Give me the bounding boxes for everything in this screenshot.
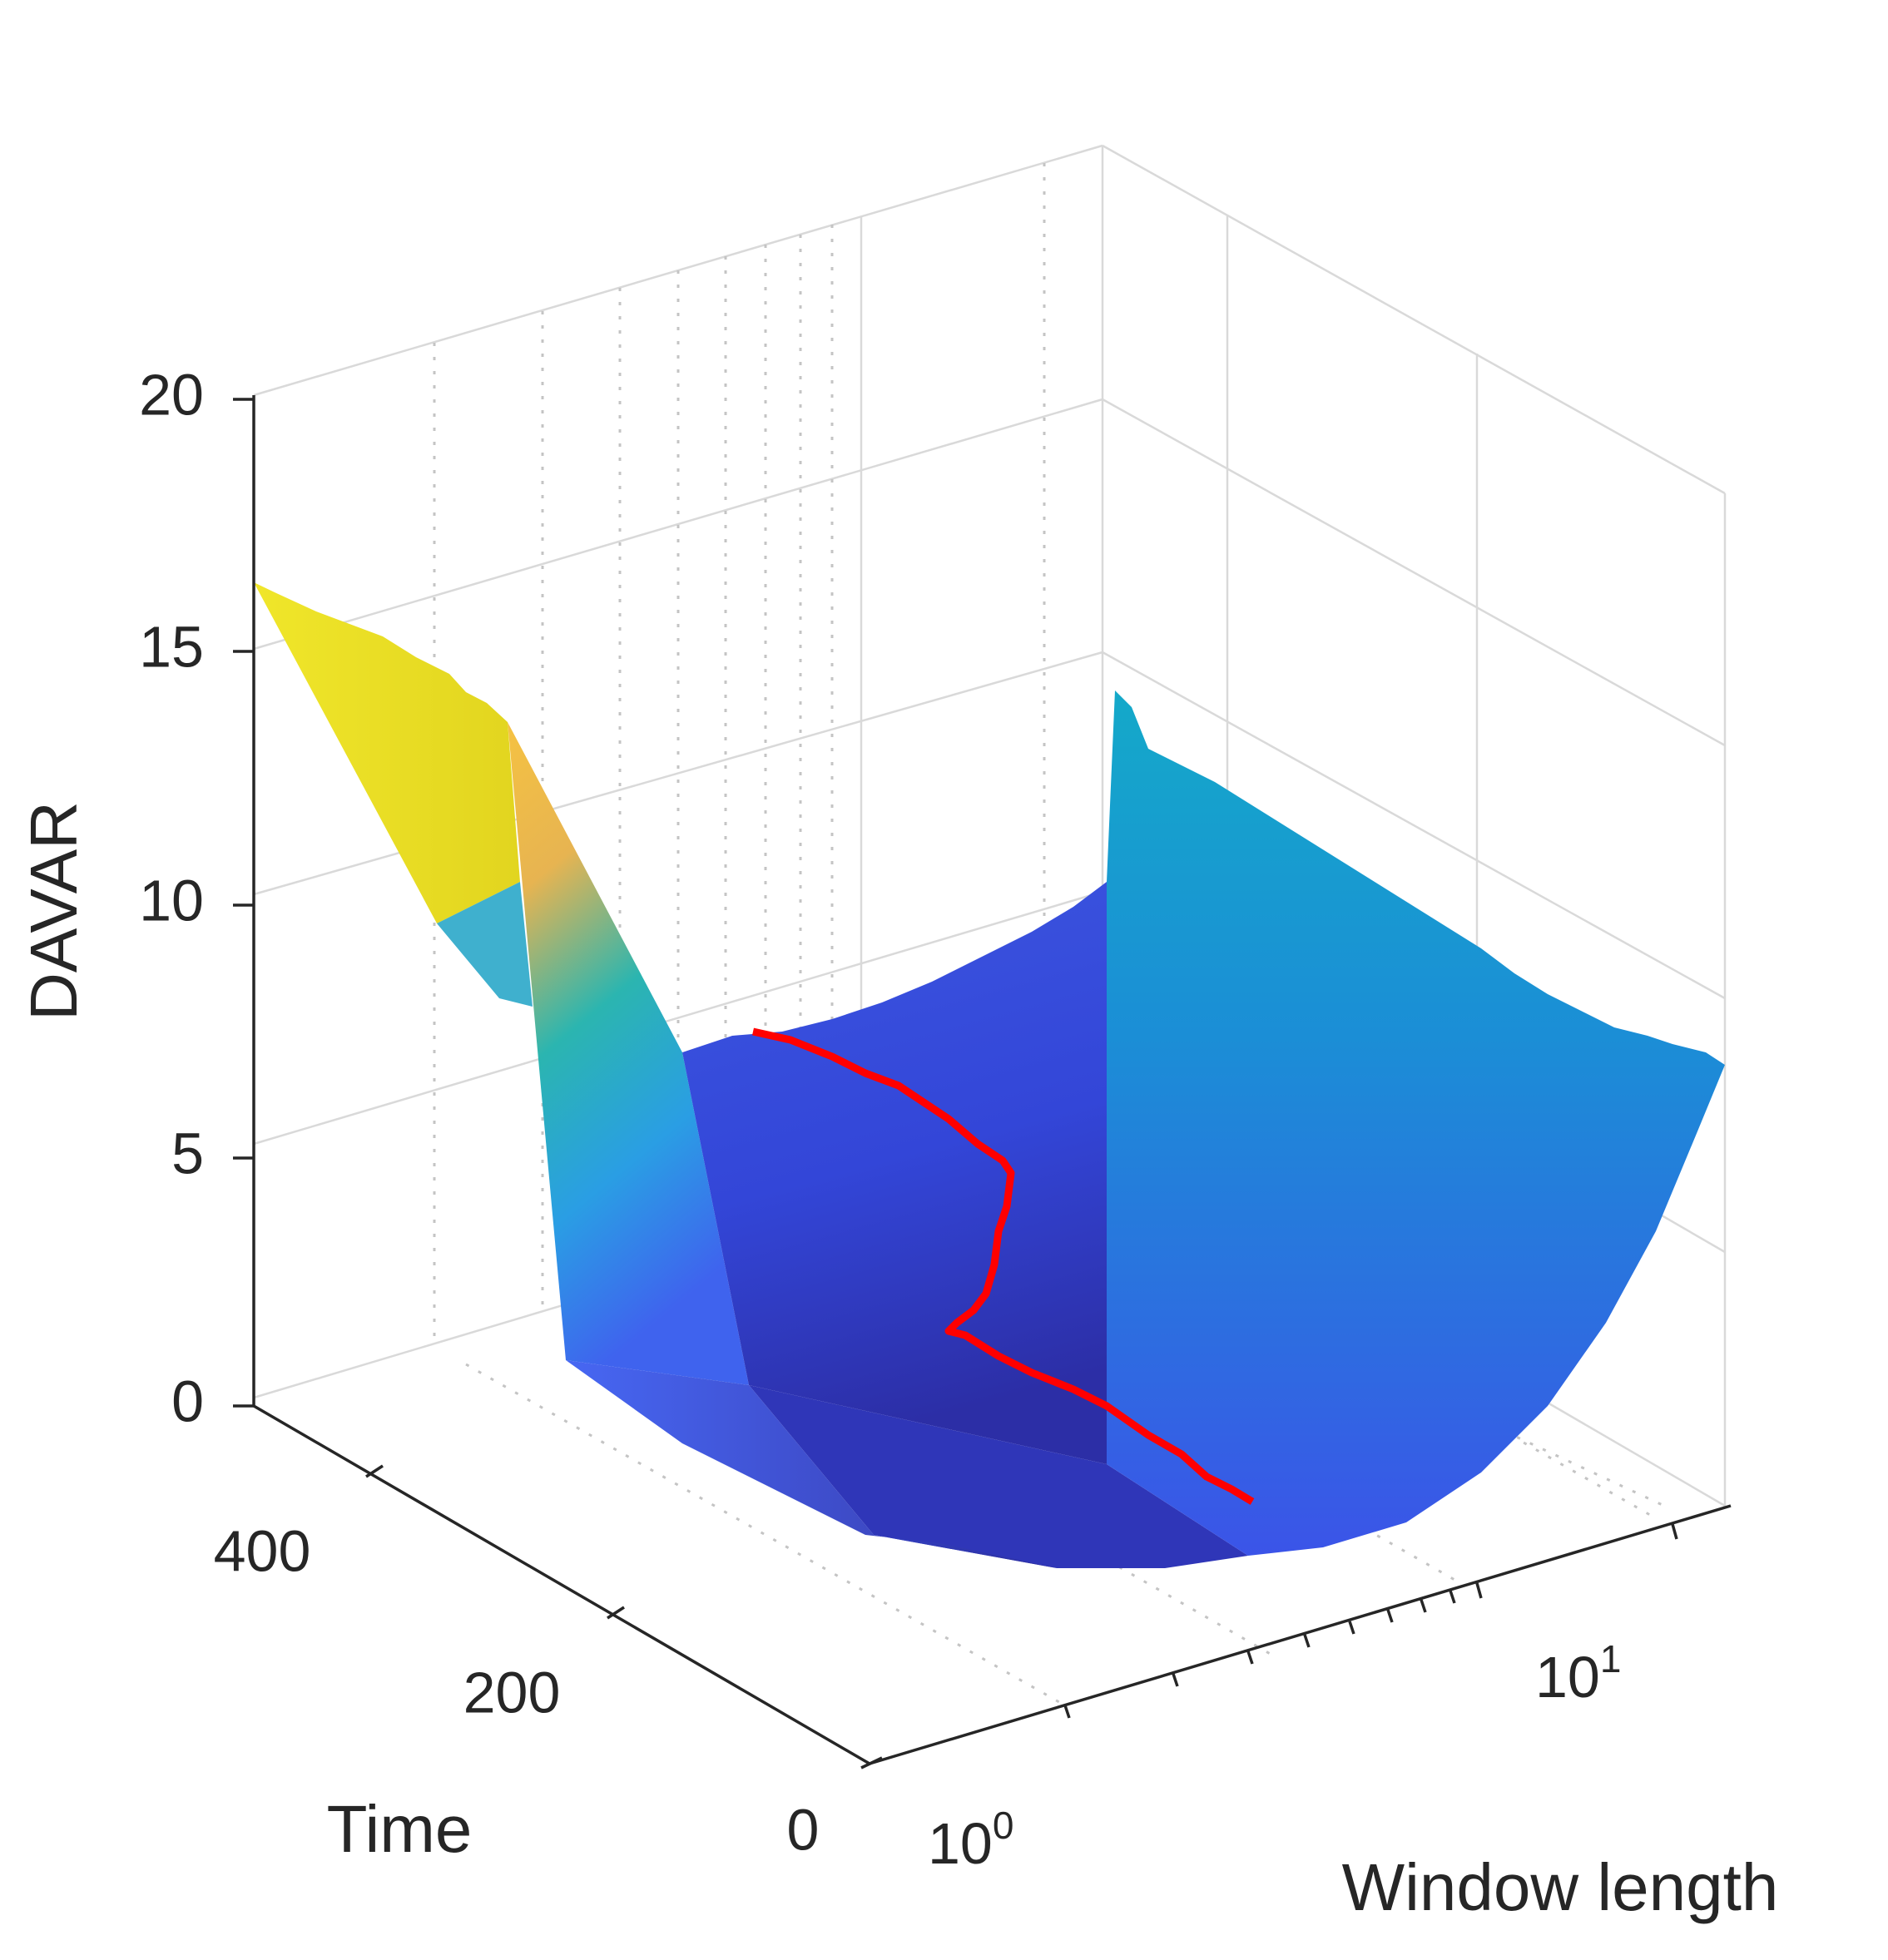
surface-bowl-lower (749, 1385, 1248, 1568)
time-tick-0: 0 (787, 1797, 820, 1862)
surface-cliff (508, 722, 749, 1385)
minor-grid (433, 163, 1665, 1707)
z-tick-20: 20 (139, 362, 204, 427)
time-axis-title: Time (327, 1792, 473, 1866)
window-tick-1: 100 (928, 1804, 1013, 1876)
z-tick-15: 15 (139, 614, 204, 679)
surface-right-wall (1107, 690, 1725, 1556)
surface-ridge-yellow (254, 582, 520, 923)
surface-ridge-shadow (437, 882, 533, 1007)
window-axis-title: Window length (1342, 1850, 1779, 1924)
z-tick-5: 5 (171, 1121, 204, 1185)
z-tick-0: 0 (171, 1369, 204, 1433)
surface-bowl (682, 882, 1107, 1464)
axes-lines (233, 395, 1732, 1769)
davar-surface (254, 582, 1725, 1568)
red-min-path (752, 1027, 1255, 1505)
surface-front-face (566, 1360, 1057, 1568)
z-axis-title: DAVAR (17, 801, 91, 1021)
time-tick-200: 200 (463, 1660, 561, 1725)
z-tick-10: 10 (139, 868, 204, 933)
window-tick-10: 101 (1535, 1637, 1621, 1710)
time-tick-400: 400 (214, 1518, 311, 1583)
